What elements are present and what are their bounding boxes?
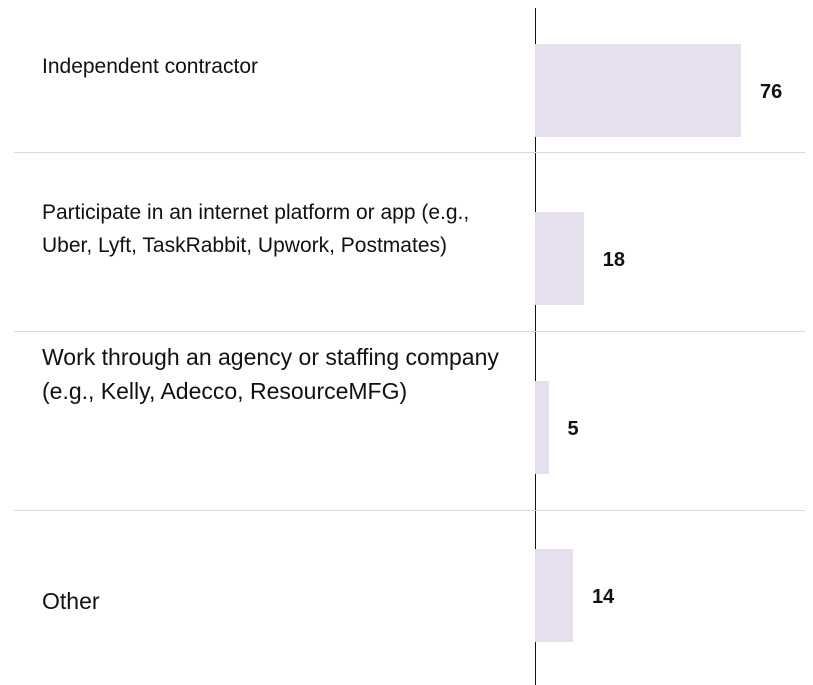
bar xyxy=(535,381,549,474)
bar xyxy=(535,549,573,642)
row-separator xyxy=(14,510,805,511)
value-label: 14 xyxy=(591,586,615,608)
row-separator xyxy=(14,152,805,153)
axis-line xyxy=(535,8,536,685)
row-separator xyxy=(14,331,805,332)
category-label: Independent contractor xyxy=(42,55,258,78)
bar xyxy=(535,212,584,305)
bar xyxy=(535,44,741,137)
value-label: 18 xyxy=(602,249,626,271)
category-label: Work through an agency or staffing compa… xyxy=(42,344,499,404)
value-label: 76 xyxy=(759,81,783,103)
value-label: 5 xyxy=(567,418,579,440)
category-label: Other xyxy=(42,588,100,614)
category-label: Participate in an internet platform or a… xyxy=(42,201,470,257)
